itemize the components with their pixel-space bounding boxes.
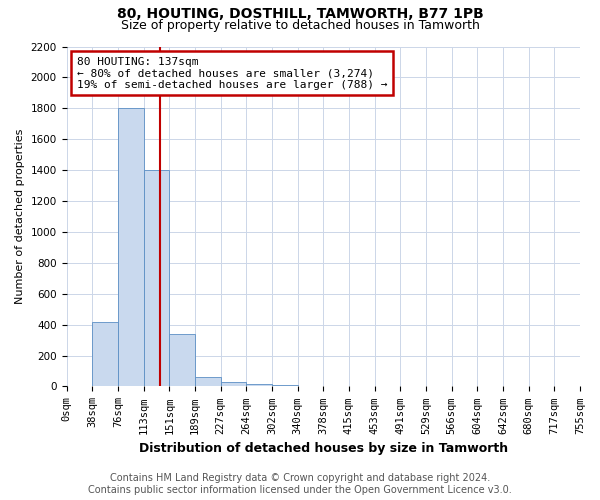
- Bar: [272, 385, 298, 386]
- Bar: [246, 384, 272, 386]
- Text: 80, HOUTING, DOSTHILL, TAMWORTH, B77 1PB: 80, HOUTING, DOSTHILL, TAMWORTH, B77 1PB: [116, 8, 484, 22]
- Text: Size of property relative to detached houses in Tamworth: Size of property relative to detached ho…: [121, 18, 479, 32]
- Bar: [195, 377, 221, 386]
- Bar: [143, 170, 169, 386]
- Bar: [169, 334, 195, 386]
- Bar: [92, 322, 118, 386]
- Y-axis label: Number of detached properties: Number of detached properties: [15, 129, 25, 304]
- X-axis label: Distribution of detached houses by size in Tamworth: Distribution of detached houses by size …: [139, 442, 508, 455]
- Bar: [118, 108, 143, 386]
- Text: Contains HM Land Registry data © Crown copyright and database right 2024.
Contai: Contains HM Land Registry data © Crown c…: [88, 474, 512, 495]
- Bar: [221, 382, 246, 386]
- Text: 80 HOUTING: 137sqm
← 80% of detached houses are smaller (3,274)
19% of semi-deta: 80 HOUTING: 137sqm ← 80% of detached hou…: [77, 56, 387, 90]
